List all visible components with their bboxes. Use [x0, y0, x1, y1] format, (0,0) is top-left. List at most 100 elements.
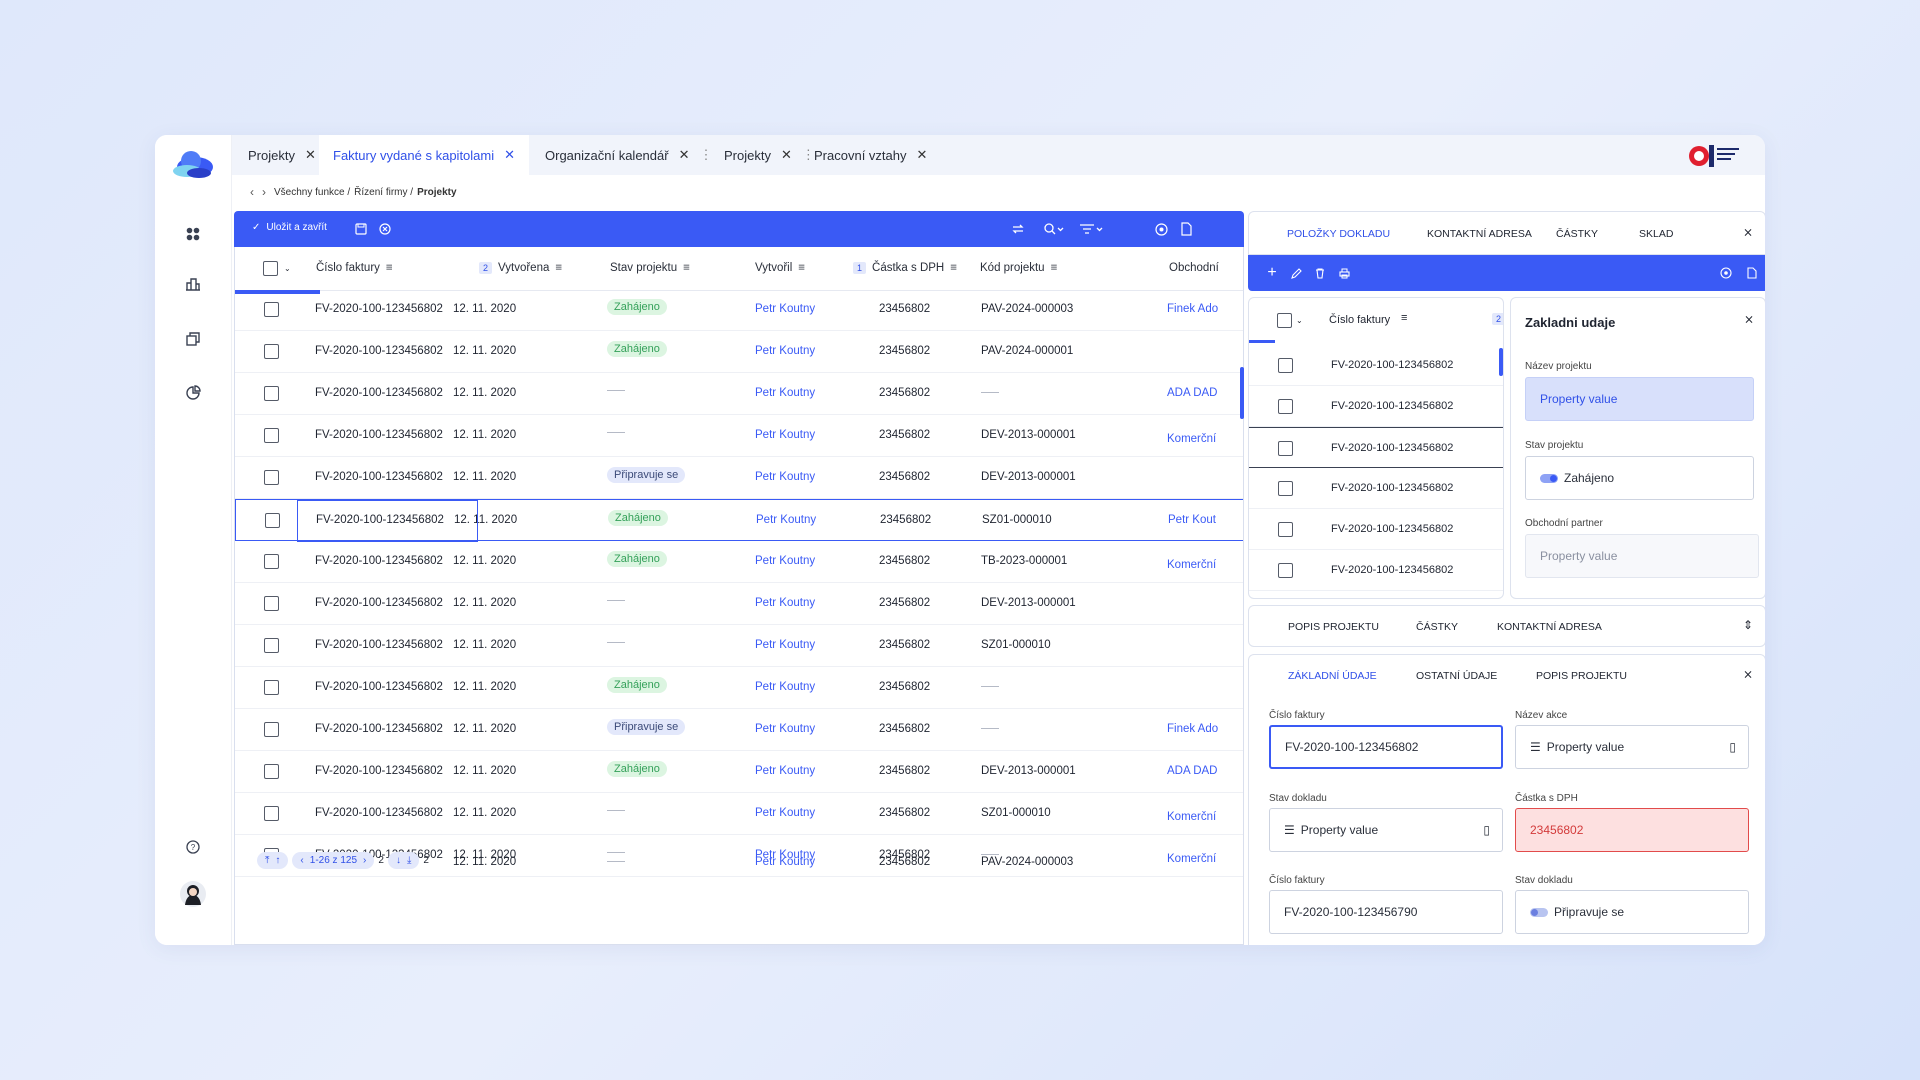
cancel-icon[interactable] — [376, 220, 394, 238]
row-checkbox[interactable] — [264, 428, 279, 443]
close-icon[interactable]: ✕ — [304, 147, 316, 162]
invoice-cell[interactable]: FV-2020-100-123456802 — [316, 514, 444, 526]
invoice-cell[interactable]: FV-2020-100-123456802 — [315, 639, 443, 651]
sort-icon[interactable]: ≡ — [1401, 312, 1408, 324]
tab-kontaktni-adresa[interactable]: KONTAKTNÍ ADRESA — [1427, 228, 1532, 240]
row-checkbox[interactable] — [1278, 441, 1293, 456]
table-row[interactable]: FV-2020-100-123456802 12. 11. 2020 Zahájen… — [235, 541, 1243, 583]
page-range[interactable]: ‹ 1-26 z 125 › — [292, 852, 375, 869]
sort-icon[interactable]: ≡ — [1050, 262, 1058, 274]
row-checkbox[interactable] — [1278, 522, 1293, 537]
invoice-cell[interactable]: FV-2020-100-123456802 — [315, 429, 443, 441]
action-name-field[interactable]: ☰ Property value ▯ — [1515, 725, 1749, 769]
table-row[interactable]: FV-2020-100-123456802 12. 11. 2020 Petr Ko… — [235, 793, 1243, 835]
row-checkbox[interactable] — [264, 386, 279, 401]
select-all-checkbox[interactable]: ⌄ — [263, 261, 291, 276]
invoice-cell[interactable]: FV-2020-100-123456802 — [315, 555, 443, 567]
row-checkbox[interactable] — [1278, 481, 1293, 496]
sort-icon[interactable]: ≡ — [683, 262, 690, 274]
tab-pracovni-vztahy[interactable]: Pracovní vztahy ✕ — [814, 135, 927, 175]
analytics-icon[interactable] — [181, 381, 205, 405]
book-icon[interactable]: ▯ — [1729, 740, 1736, 754]
tab-polozky-dokladu[interactable]: POLOŽKY DOKLADU — [1287, 228, 1391, 240]
row-checkbox[interactable] — [265, 513, 280, 528]
partner-field[interactable]: Property value — [1525, 534, 1759, 578]
list-item[interactable]: FV-2020-100-123456802 — [1249, 386, 1503, 427]
tab-projekty-1[interactable]: Projekty ✕ — [232, 135, 317, 175]
mini-col-label[interactable]: Číslo faktury — [1329, 314, 1391, 326]
project-status-field[interactable]: Zahájeno — [1525, 456, 1754, 500]
author-link[interactable]: Petr Koutny — [755, 387, 816, 399]
col-header[interactable]: Číslo faktury ≡ — [316, 262, 393, 274]
collapse-icon[interactable]: ⨯ — [1743, 667, 1754, 681]
tab-kalendar[interactable]: Organizační kalendář ✕ ⋮ — [545, 135, 712, 175]
close-icon[interactable]: ✕ — [678, 147, 690, 162]
document-icon[interactable] — [1177, 220, 1195, 238]
table-row[interactable]: FV-2020-100-123456802 12. 11. 2020 Zahájen… — [235, 499, 1243, 542]
table-row[interactable]: FV-2020-100-123456802 12. 11. 2020 Zahájen… — [235, 289, 1243, 331]
invoice-cell[interactable]: FV-2020-100-123456802 — [315, 387, 443, 399]
document-icon[interactable] — [1743, 265, 1759, 281]
partner-link[interactable]: Komerční — [1167, 811, 1217, 823]
status-toggle[interactable] — [1530, 907, 1548, 917]
print-icon[interactable] — [1336, 265, 1352, 281]
close-icon[interactable]: ✕ — [916, 147, 928, 162]
partner-link[interactable]: ADA DAD — [1167, 765, 1218, 777]
tab-castky[interactable]: ČÁSTKY — [1416, 621, 1459, 633]
col-header[interactable]: Stav projektu ≡ — [610, 262, 690, 274]
partner-link[interactable]: ADA DAD — [1167, 387, 1218, 399]
invoice-cell[interactable]: FV-2020-100-123456802 — [315, 807, 443, 819]
author-link[interactable]: Petr Koutny — [755, 723, 816, 735]
row-checkbox[interactable] — [264, 764, 279, 779]
breadcrumb-item[interactable]: Všechny funkce / — [274, 186, 351, 198]
row-checkbox[interactable] — [264, 596, 279, 611]
invoice-cell[interactable]: FV-2020-100-123456802 — [315, 303, 443, 315]
sort-icon[interactable]: ≡ — [798, 262, 805, 274]
tab-kontaktni-adresa[interactable]: KONTAKTNÍ ADRESA — [1497, 621, 1602, 633]
tab-faktury[interactable]: Faktury vydané s kapitolami ✕ — [319, 135, 529, 175]
partner-link[interactable]: Finek Ado — [1167, 303, 1219, 315]
close-icon[interactable]: ✕ — [504, 147, 516, 162]
project-name-field[interactable]: Property value — [1525, 377, 1754, 421]
author-link[interactable]: Petr Koutny — [755, 345, 816, 357]
table-row[interactable]: FV-2020-100-123456802 12. 11. 2020 Zahájen… — [235, 331, 1243, 373]
list-item[interactable]: FV-2020-100-123456802 — [1249, 345, 1503, 386]
author-link[interactable]: Petr Koutny — [755, 471, 816, 483]
author-link[interactable]: Petr Koutny — [755, 639, 816, 651]
invoice-cell[interactable]: FV-2020-100-123456802 — [315, 765, 443, 777]
invoice-number-field-2[interactable]: FV-2020-100-123456790 — [1269, 890, 1503, 934]
invoice-cell[interactable]: FV-2020-100-123456802 — [315, 597, 443, 609]
list-item[interactable]: FV-2020-100-123456802 — [1249, 550, 1503, 591]
mini-select-all[interactable]: ⌄ — [1277, 313, 1303, 328]
edit-icon[interactable] — [1288, 265, 1304, 281]
col-header[interactable]: Vytvořil ≡ — [755, 262, 805, 274]
search-icon[interactable] — [1042, 220, 1066, 238]
copy-icon[interactable] — [181, 327, 205, 351]
row-checkbox[interactable] — [1278, 563, 1293, 578]
tab-popis-projektu[interactable]: POPIS PROJEKTU — [1288, 621, 1380, 633]
last-page-icon[interactable]: ⤓ — [406, 855, 412, 866]
filter-icon[interactable] — [1077, 220, 1107, 238]
add-icon[interactable]: + — [1267, 264, 1277, 281]
sort-icon[interactable]: ≡ — [555, 262, 563, 274]
buildings-icon[interactable] — [181, 272, 205, 296]
row-checkbox[interactable] — [264, 470, 279, 485]
collapse-icon[interactable]: ⨯ — [1743, 225, 1754, 239]
status-toggle[interactable] — [1540, 473, 1558, 483]
author-link[interactable]: Petr Koutny — [755, 597, 816, 609]
author-link[interactable]: Petr Koutny — [756, 514, 817, 526]
first-prev-buttons[interactable]: ⤒ ↑ — [257, 852, 289, 869]
book-icon[interactable]: ▯ — [1483, 823, 1490, 837]
partner-link[interactable]: Petr Kout — [1168, 514, 1216, 526]
tab-zakladni-udaje[interactable]: ZÁKLADNÍ ÚDAJE — [1288, 670, 1377, 682]
row-checkbox[interactable] — [264, 344, 279, 359]
col-header[interactable]: 1 Částka s DPH ≡ — [853, 262, 957, 274]
invoice-cell[interactable]: FV-2020-100-123456802 — [315, 471, 443, 483]
author-link[interactable]: Petr Koutny — [755, 429, 816, 441]
partner-link[interactable]: Komerční — [1167, 433, 1217, 445]
tab-projekty-2[interactable]: Projekty ✕ ⋮ — [724, 135, 815, 175]
list-item[interactable]: FV-2020-100-123456802 — [1249, 468, 1503, 509]
table-row[interactable]: FV-2020-100-123456802 12. 11. 2020 Petr Ko… — [235, 583, 1243, 625]
row-checkbox[interactable] — [264, 806, 279, 821]
author-link[interactable]: Petr Koutny — [755, 849, 816, 861]
